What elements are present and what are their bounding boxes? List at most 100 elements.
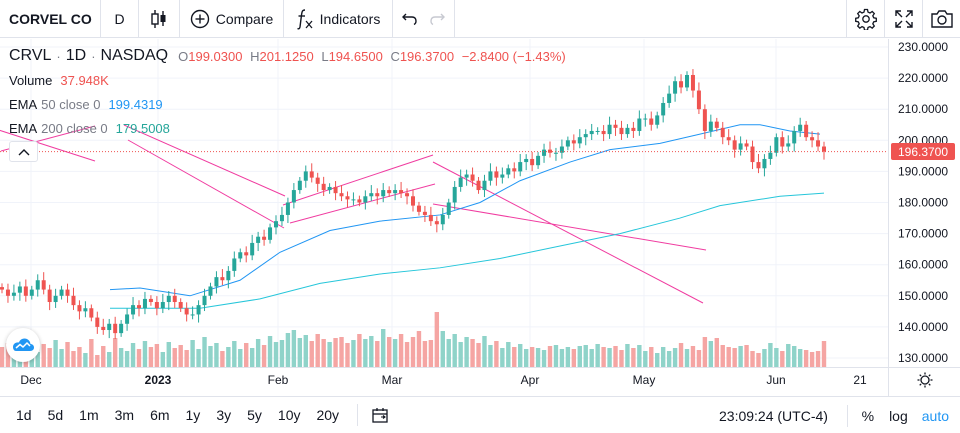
trendlines[interactable] [0,124,707,304]
top-toolbar: CORVEL CO D Compare Indicators [0,0,960,38]
volume-bar [220,351,225,367]
candle-body [482,180,487,191]
volume-bar [261,345,267,367]
candle-body [732,140,737,150]
candle-body [506,168,511,175]
candle-body [720,127,725,138]
volume-bar [89,339,94,367]
price-axis[interactable]: 230.0000220.0000210.0000200.0000190.0000… [898,40,948,365]
trendline [282,154,434,206]
legend-ema50[interactable]: EMA 50 close 0 199.4319 [9,92,570,116]
candle-body [571,140,576,144]
range-button-5y[interactable]: 5y [247,407,262,423]
toolbar-right-group [846,0,960,38]
range-button-3m[interactable]: 3m [114,407,135,423]
low-value: 194.6500 [328,48,383,64]
volume-bar [821,341,827,367]
timezone-clock[interactable]: 23:09:24 (UTC-4) [719,397,828,433]
candle-body [172,295,177,303]
volume-bar [184,350,189,367]
ema200-params: 200 close 0 [41,120,108,136]
candle-body [202,295,207,306]
volume-bar [613,346,618,367]
volume-bar [77,347,82,367]
range-button-1y[interactable]: 1y [185,407,201,423]
volume-bar [619,350,624,367]
candle-body [285,202,290,215]
candle-body [613,124,618,128]
range-button-20y[interactable]: 20y [316,407,340,423]
volume-bar [196,349,201,367]
volume-bar [309,341,314,367]
range-button-6m[interactable]: 6m [150,407,170,423]
tradingview-logo[interactable] [6,328,40,362]
range-button-1d[interactable]: 1d [16,407,32,423]
volume-bar [142,341,148,367]
candle-body [595,130,600,132]
candle-body [708,121,713,131]
volume-bar [285,333,291,367]
range-button-5d[interactable]: 5d [47,407,64,423]
price-chart[interactable]: 230.0000220.0000210.0000200.0000190.0000… [0,39,960,396]
volume-bars [0,312,827,367]
volume-bar [797,349,803,367]
range-button-3y[interactable]: 3y [216,407,232,423]
candle-body [577,137,582,144]
legend-main-series[interactable]: CRVL · 1D · NASDAQ O199.0300 H201.1250 L… [9,44,570,68]
trendline [289,183,436,224]
candle-body [661,102,666,116]
ema50-value: 199.4319 [108,96,163,112]
undo-icon[interactable] [401,12,419,26]
auto-scale-toggle[interactable]: auto [917,405,960,427]
range-button-1m[interactable]: 1m [79,407,99,423]
legend-ema200[interactable]: EMA 200 close 0 179.5008 [9,116,570,140]
volume-bar [720,345,725,367]
candle-body [559,146,564,153]
candle-body [798,124,803,131]
settings-button[interactable] [846,0,884,38]
candle-body [375,193,380,197]
time-axis-label: Feb [268,373,289,387]
date-range-calendar-button[interactable] [357,404,401,426]
legend-collapse-button[interactable] [9,141,38,162]
volume-bar [321,339,326,367]
log-scale-toggle[interactable]: log [880,405,917,427]
volume-bar [643,351,648,367]
range-button-10y[interactable]: 10y [277,407,301,423]
volume-bar [208,346,213,367]
candle-body [685,74,689,88]
candle-body [77,305,82,312]
candle-body [333,186,338,194]
volume-bar [315,334,320,367]
volume-bar [452,334,457,367]
interval-button[interactable]: D [101,0,139,38]
trendline [432,161,704,304]
indicators-button[interactable]: Indicators [284,0,393,38]
volume-bar [333,338,338,367]
volume-bar [249,348,255,367]
last-price-tag: 196.3700 [891,143,955,160]
compare-button[interactable]: Compare [180,0,284,38]
candle-body [279,214,284,222]
time-axis[interactable]: Dec 2023 Feb Mar Apr May Jun 21 [20,373,867,387]
legend-volume[interactable]: Volume 37.948K [9,68,570,92]
volume-bar [279,340,285,367]
redo-icon[interactable] [428,12,446,26]
candle-body [780,137,785,147]
candle-body [816,140,821,147]
time-axis-label: Apr [521,373,540,387]
volume-bar [107,352,112,367]
volume-bar [571,349,577,367]
chart-style-button[interactable] [139,0,180,38]
volume-bar [190,340,195,367]
volume-bar [666,351,672,367]
fullscreen-button[interactable] [884,0,922,38]
volume-bar [523,349,529,367]
snapshot-button[interactable] [922,0,960,38]
percent-scale-toggle[interactable]: % [846,404,880,427]
volume-bar [744,345,749,367]
symbol-search-button[interactable]: CORVEL CO [0,0,101,38]
legend-ohlc: O199.0300 H201.1250 L194.6500 C196.3700 … [178,49,570,64]
volume-bar [559,349,565,367]
time-axis-settings-button[interactable] [917,372,933,388]
